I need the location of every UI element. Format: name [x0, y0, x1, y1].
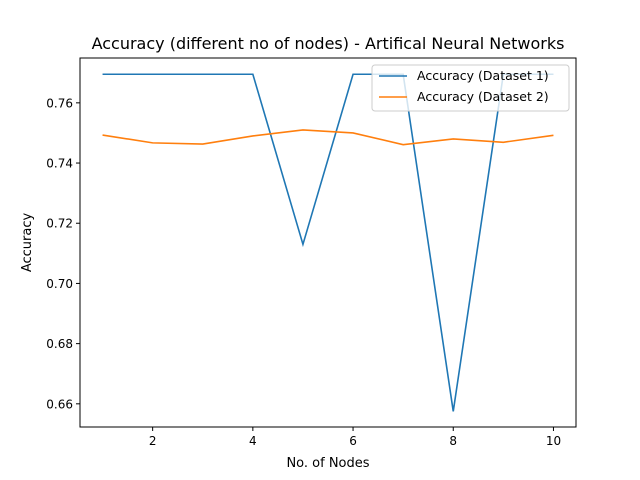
legend-label-dataset-1: Accuracy (Dataset 1) [417, 68, 549, 83]
y-tick-label: 0.76 [46, 96, 73, 110]
legend: Accuracy (Dataset 1) Accuracy (Dataset 2… [371, 64, 570, 112]
x-tick-label: 6 [349, 434, 357, 448]
x-tick-label: 8 [449, 434, 457, 448]
series-line-dataset-1 [102, 73, 554, 412]
x-tick-label: 10 [546, 434, 561, 448]
axes-frame [79, 57, 577, 428]
y-tick-label: 0.66 [46, 397, 73, 411]
axis-ticks: 2 4 6 8 10 0.66 0.68 0.70 0.72 0.74 0.76 [46, 96, 561, 448]
x-tick-label: 2 [149, 434, 157, 448]
y-tick-label: 0.70 [46, 277, 73, 291]
legend-label-dataset-2: Accuracy (Dataset 2) [417, 89, 549, 104]
y-axis-label: Accuracy [20, 213, 35, 273]
plot-area [102, 73, 554, 412]
legend-box [371, 64, 570, 112]
x-axis-label: No. of Nodes [286, 456, 369, 471]
series-line-dataset-2 [102, 129, 554, 146]
x-tick-label: 4 [249, 434, 257, 448]
chart-title: Accuracy (different no of nodes) - Artif… [92, 34, 565, 53]
y-tick-label: 0.72 [46, 217, 73, 231]
y-tick-label: 0.74 [46, 157, 73, 171]
y-tick-label: 0.68 [46, 337, 73, 351]
